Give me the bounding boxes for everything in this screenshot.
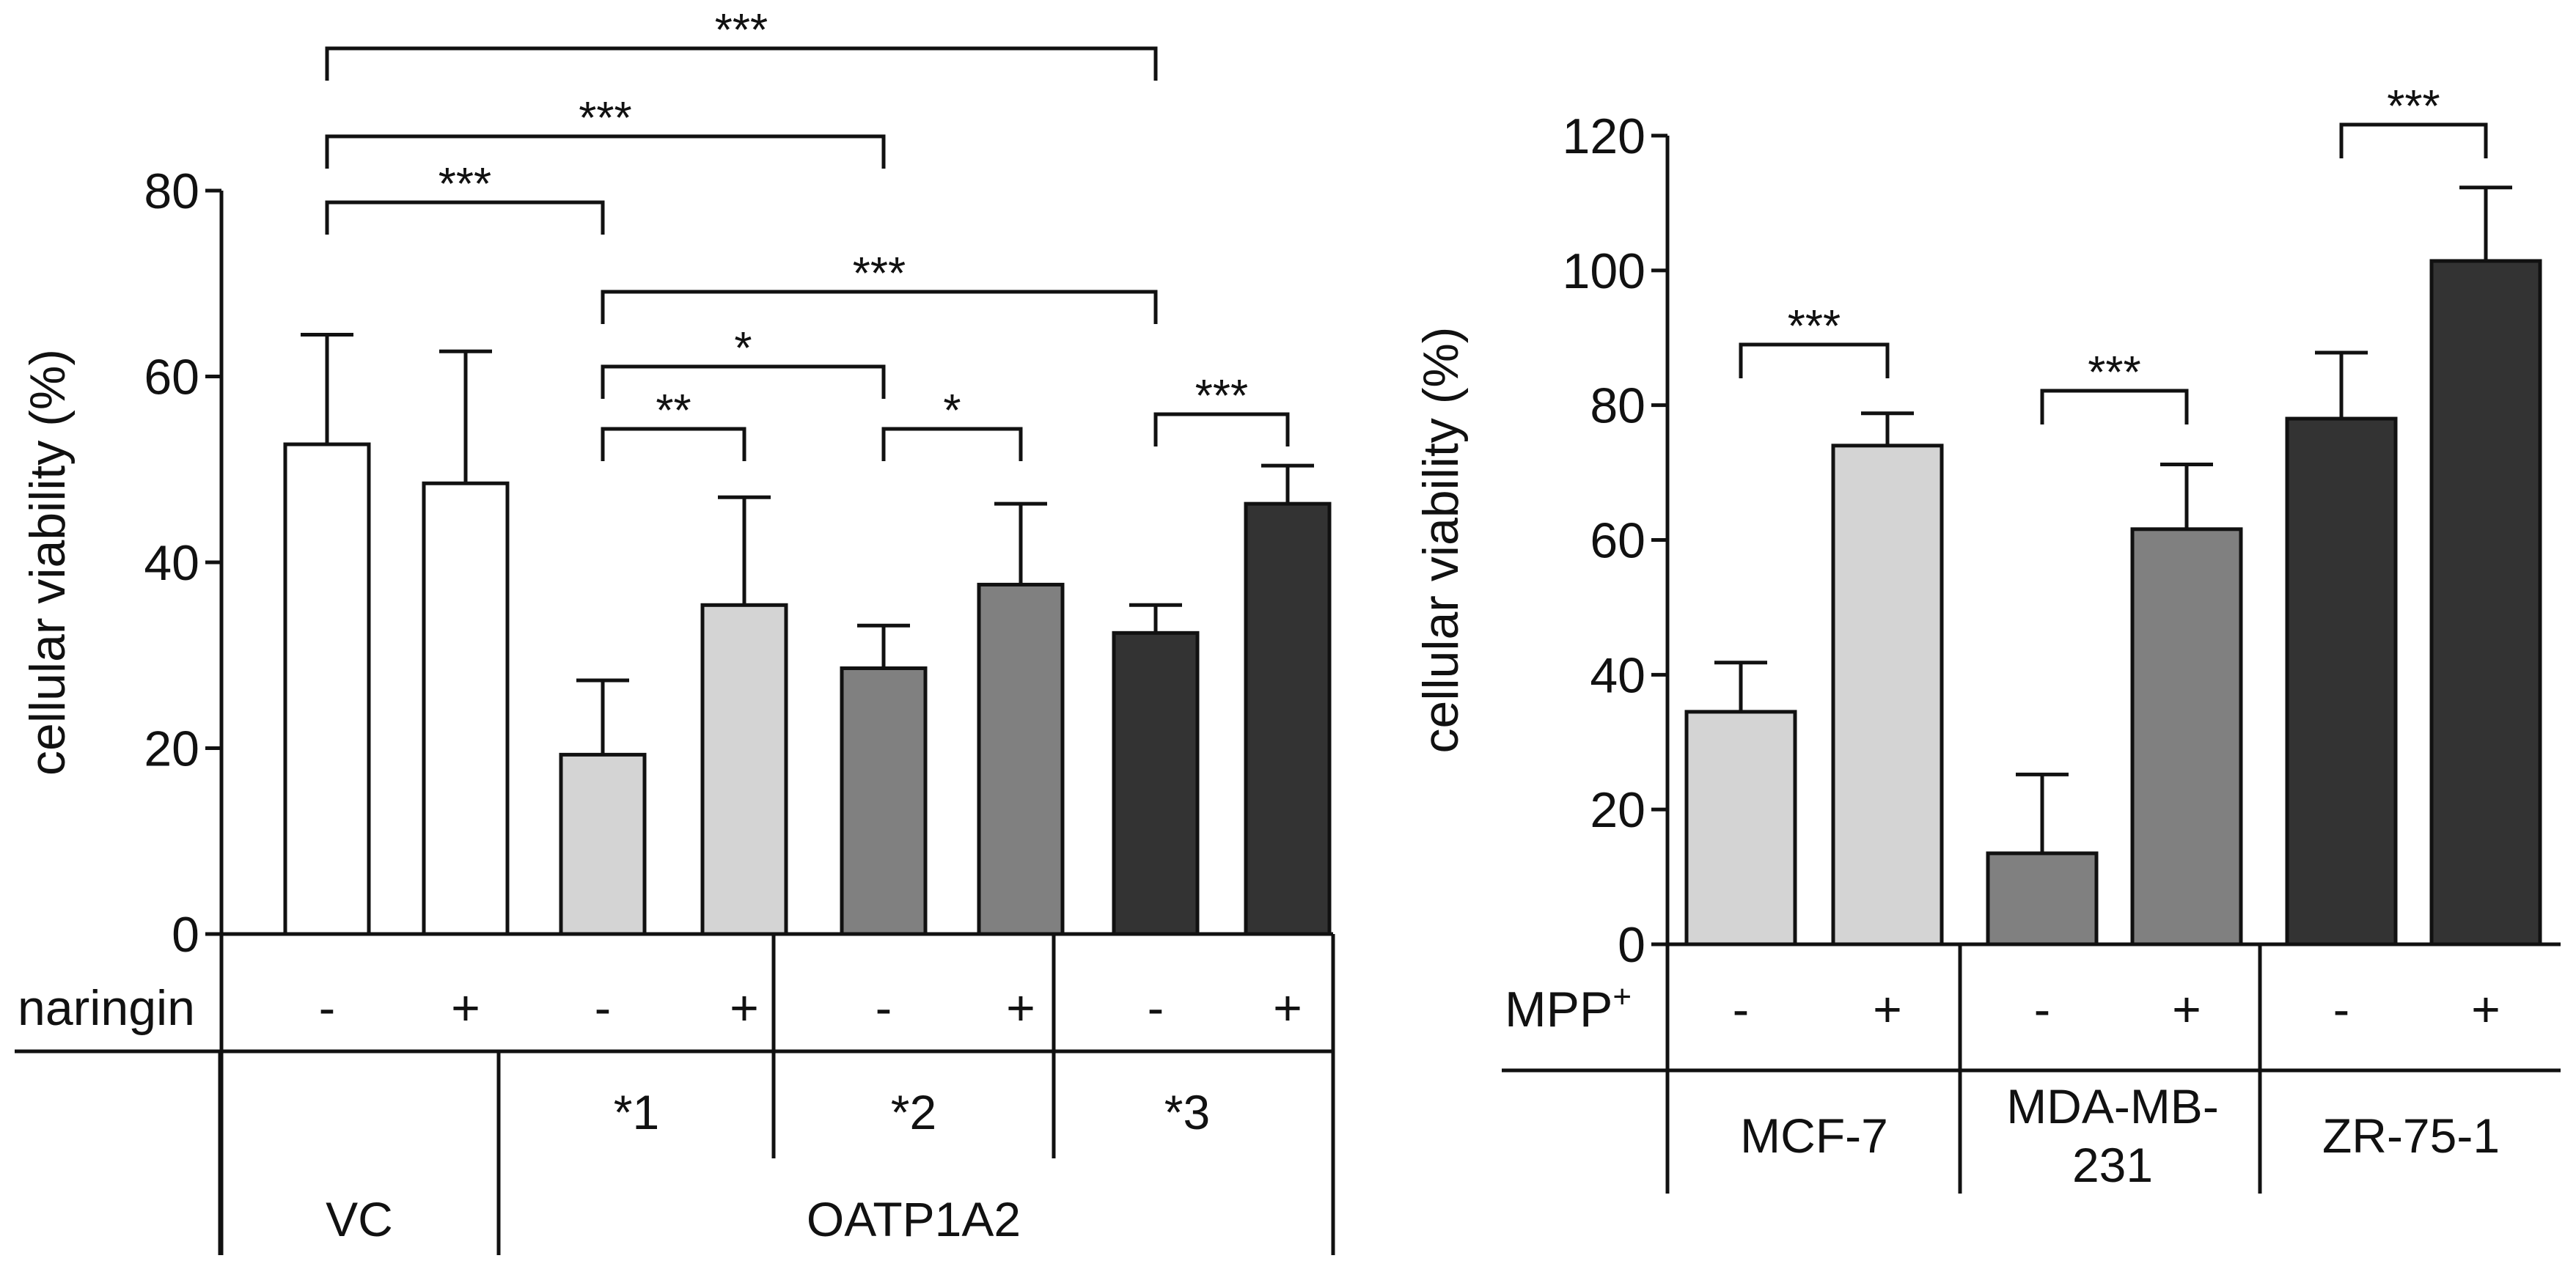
significance-label: * — [734, 323, 752, 374]
group-label: MDA-MB- — [2006, 1079, 2219, 1133]
treatment-sign: - — [319, 980, 336, 1036]
significance-label: *** — [715, 5, 768, 56]
significance-bracket — [1153, 412, 1290, 446]
treatment-sign: + — [2172, 982, 2201, 1037]
treatment-label: naringin — [18, 980, 195, 1036]
subgroup-label: *3 — [1164, 1085, 1210, 1139]
group-label: ZR-75-1 — [2322, 1109, 2500, 1163]
treatment-sign: - — [595, 980, 612, 1036]
significance-label: *** — [2088, 348, 2140, 398]
y-tick-label: 20 — [1590, 782, 1645, 838]
bar — [1112, 631, 1200, 936]
y-tick-label: 40 — [1590, 647, 1645, 703]
group-label: OATP1A2 — [807, 1192, 1021, 1246]
y-tick-label: 80 — [144, 163, 199, 219]
treatment-sign: - — [2333, 982, 2350, 1037]
bar — [977, 582, 1065, 936]
y-tick-label: 0 — [172, 907, 199, 963]
significance-bracket — [881, 427, 1023, 461]
bar — [2429, 259, 2542, 946]
y-tick-label: 40 — [144, 535, 199, 591]
treatment-sign: + — [451, 980, 480, 1036]
significance-bracket — [601, 364, 886, 399]
significance-label: *** — [853, 249, 906, 299]
bar — [700, 603, 788, 936]
bar — [559, 752, 647, 936]
treatment-sign: - — [876, 980, 892, 1036]
treatment-sign: + — [1873, 982, 1902, 1037]
treatment-sign: + — [730, 980, 759, 1036]
group-label: MCF-7 — [1740, 1109, 1888, 1163]
significance-bracket — [1739, 342, 1890, 378]
bar — [1684, 710, 1797, 946]
treatment-sign: + — [1006, 980, 1035, 1036]
treatment-label: MPP+ — [1505, 979, 1632, 1037]
subgroup-label: *2 — [891, 1085, 936, 1139]
significance-bracket — [325, 46, 1158, 81]
treatment-label-superscript: + — [1612, 979, 1632, 1015]
bar — [1986, 851, 2099, 946]
group-label: VC — [326, 1192, 393, 1246]
significance-bracket — [325, 134, 886, 169]
significance-label: * — [943, 386, 961, 436]
significance-label: *** — [1788, 301, 1841, 352]
y-tick-label: 60 — [144, 350, 199, 405]
y-tick-label: 20 — [144, 721, 199, 777]
significance-label: *** — [1195, 371, 1248, 422]
significance-bracket — [2040, 389, 2189, 424]
significance-bracket — [2339, 122, 2488, 158]
significance-label: *** — [2387, 81, 2440, 132]
bar — [1831, 444, 1944, 946]
bar — [283, 442, 371, 936]
significance-label: *** — [438, 159, 491, 210]
treatment-sign: + — [1273, 980, 1302, 1036]
y-axis-label: cellular viability (%) — [1413, 327, 1469, 754]
significance-label: *** — [579, 93, 631, 144]
y-axis-label: cellular viability (%) — [20, 349, 76, 776]
significance-bracket — [601, 290, 1158, 324]
subgroup-label: *1 — [614, 1085, 659, 1139]
y-tick-label: 120 — [1563, 109, 1645, 164]
treatment-sign: + — [2471, 982, 2500, 1037]
bar — [1244, 501, 1332, 936]
y-tick-label: 80 — [1590, 378, 1645, 434]
bar — [2285, 416, 2398, 946]
treatment-sign: - — [1733, 982, 1750, 1037]
treatment-sign: - — [2034, 982, 2051, 1037]
y-tick-label: 0 — [1618, 917, 1645, 973]
significance-label: ** — [656, 386, 691, 436]
y-tick-label: 60 — [1590, 513, 1645, 569]
chart-right-mpp: 0 20 40 60 80 100 120 cellular viability (%) ***… — [1413, 81, 2561, 1194]
bar — [840, 666, 928, 936]
significance-bracket — [601, 427, 746, 461]
treatment-sign: - — [1148, 980, 1164, 1036]
y-tick-label: 100 — [1563, 243, 1645, 299]
bar — [422, 481, 510, 936]
group-label: 231 — [2072, 1138, 2153, 1192]
bar — [2130, 527, 2243, 946]
significance-bracket — [325, 200, 605, 235]
